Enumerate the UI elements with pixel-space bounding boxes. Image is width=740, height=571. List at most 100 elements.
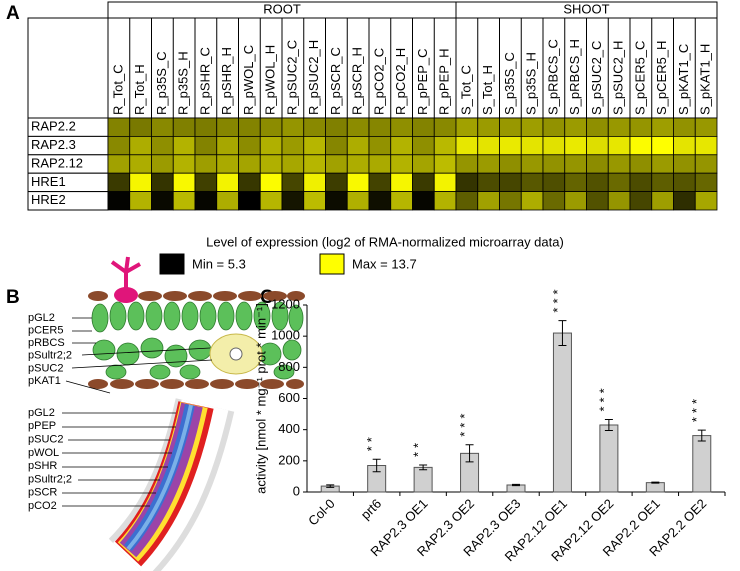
y-tick-label: 800 (278, 359, 300, 374)
row-label: RAP2.2 (31, 119, 76, 134)
heatmap-cell (172, 154, 196, 174)
heatmap-cell (651, 191, 674, 211)
heatmap-cell (564, 117, 587, 137)
y-tick-label: 600 (278, 390, 300, 405)
heatmap-cell (238, 117, 261, 137)
heatmap-cell (325, 191, 348, 211)
column-label: R_pSCR_C (328, 47, 343, 115)
heatmap-cell (542, 172, 566, 192)
error-bar (372, 458, 381, 473)
column-label: S_pRBCS_H (567, 39, 582, 115)
heatmap-cell (325, 117, 348, 137)
heatmap-cell (151, 191, 174, 211)
heatmap-cell (368, 135, 392, 156)
bar (413, 466, 433, 493)
heatmap-cell (129, 172, 152, 192)
error-bar (697, 429, 706, 442)
heatmap-cell (390, 154, 413, 174)
heatmap-cell (303, 191, 326, 211)
y-tick-label: 0 (293, 483, 300, 498)
heatmap-cell (325, 135, 348, 156)
heatmap-cell (390, 135, 413, 156)
heatmap-cell (281, 117, 305, 137)
heatmap-cell (629, 117, 653, 137)
column-label: S_Tot_H (480, 65, 495, 115)
heatmap-cell (455, 172, 479, 192)
column-label: S_pKAT1_H (698, 44, 713, 115)
heatmap-cell (433, 191, 457, 211)
heatmap-cell (303, 117, 326, 137)
y-axis-label: activity [nmol * mg⁻¹ prot * min⁻¹] (253, 303, 268, 494)
heatmap-cell (303, 172, 326, 192)
column-label: R_pCO2_H (393, 48, 408, 115)
heatmap-cell (107, 172, 131, 192)
heatmap-cell (564, 154, 587, 174)
heatmap-cell (390, 117, 413, 137)
heatmap-cell (172, 117, 196, 137)
heatmap-cell (412, 191, 435, 211)
heatmap-cell (216, 154, 239, 174)
heatmap-cell (412, 172, 435, 192)
heatmap-cell (455, 117, 479, 137)
heatmap-cell (216, 172, 239, 192)
heatmap-cell (194, 191, 218, 211)
heatmap-cell (259, 154, 283, 174)
heatmap-cell (694, 117, 718, 137)
heatmap-cell (281, 135, 305, 156)
heatmap-cell (238, 172, 261, 192)
column-label: R_pSHR_H (219, 47, 234, 115)
x-tick-label: prt6 (358, 496, 384, 522)
root-label: pSUC2 (28, 434, 63, 446)
heatmap-cell (607, 191, 631, 211)
significance: *** (689, 395, 704, 422)
root-label: pCO2 (28, 500, 57, 512)
column-label: R_p35S_H (176, 51, 191, 115)
heatmap-cell (433, 154, 457, 174)
significance: ** (364, 433, 379, 451)
heatmap-cell (303, 135, 326, 156)
heatmap-cell (259, 191, 283, 211)
heatmap-cell (151, 135, 174, 156)
column-label: R_pSHR_C (197, 47, 212, 115)
heatmap-cell (651, 172, 674, 192)
heatmap-cell (499, 117, 522, 137)
heatmap-cell (477, 172, 500, 192)
heatmap-cell (673, 154, 696, 174)
leaf-label: pRBCS (28, 337, 65, 349)
heatmap-cell (499, 191, 522, 211)
leaf-label: pSUC2 (28, 362, 63, 374)
heatmap-cell (281, 154, 305, 174)
x-tick-label: Col-0 (305, 496, 338, 529)
column-label: R_pPEP_H (437, 49, 452, 115)
heatmap-cell (194, 154, 218, 174)
panel-label: A (6, 3, 20, 24)
heatmap-cell (564, 191, 587, 211)
heatmap-cell (259, 117, 283, 137)
column-label: S_p35S_C (502, 52, 517, 115)
heatmap-cell (455, 191, 479, 211)
row-label: RAP2.12 (31, 155, 83, 170)
heatmap-cell (368, 117, 392, 137)
heatmap-cell (346, 117, 370, 137)
heatmap-cell (194, 135, 218, 156)
legend-swatch (159, 253, 185, 275)
heatmap-cell (499, 172, 522, 192)
heatmap-cell (629, 154, 653, 174)
heatmap-cell (368, 191, 392, 211)
bar (552, 332, 572, 493)
column-label: S_pKAT1_C (676, 44, 691, 115)
root-label: pPEP (28, 420, 56, 432)
heatmap-cell (542, 117, 566, 137)
heatmap-cell (433, 117, 457, 137)
heatmap-cell (172, 191, 196, 211)
heatmap-cell (346, 135, 370, 156)
heatmap-cell (172, 135, 196, 156)
heatmap-cell (433, 135, 457, 156)
heatmap-cell (433, 172, 457, 192)
heatmap-cell (629, 135, 653, 156)
error-bar (604, 419, 613, 431)
heatmap-cell (586, 172, 609, 192)
y-tick-label: 200 (278, 452, 300, 467)
heatmap-cell (520, 154, 544, 174)
